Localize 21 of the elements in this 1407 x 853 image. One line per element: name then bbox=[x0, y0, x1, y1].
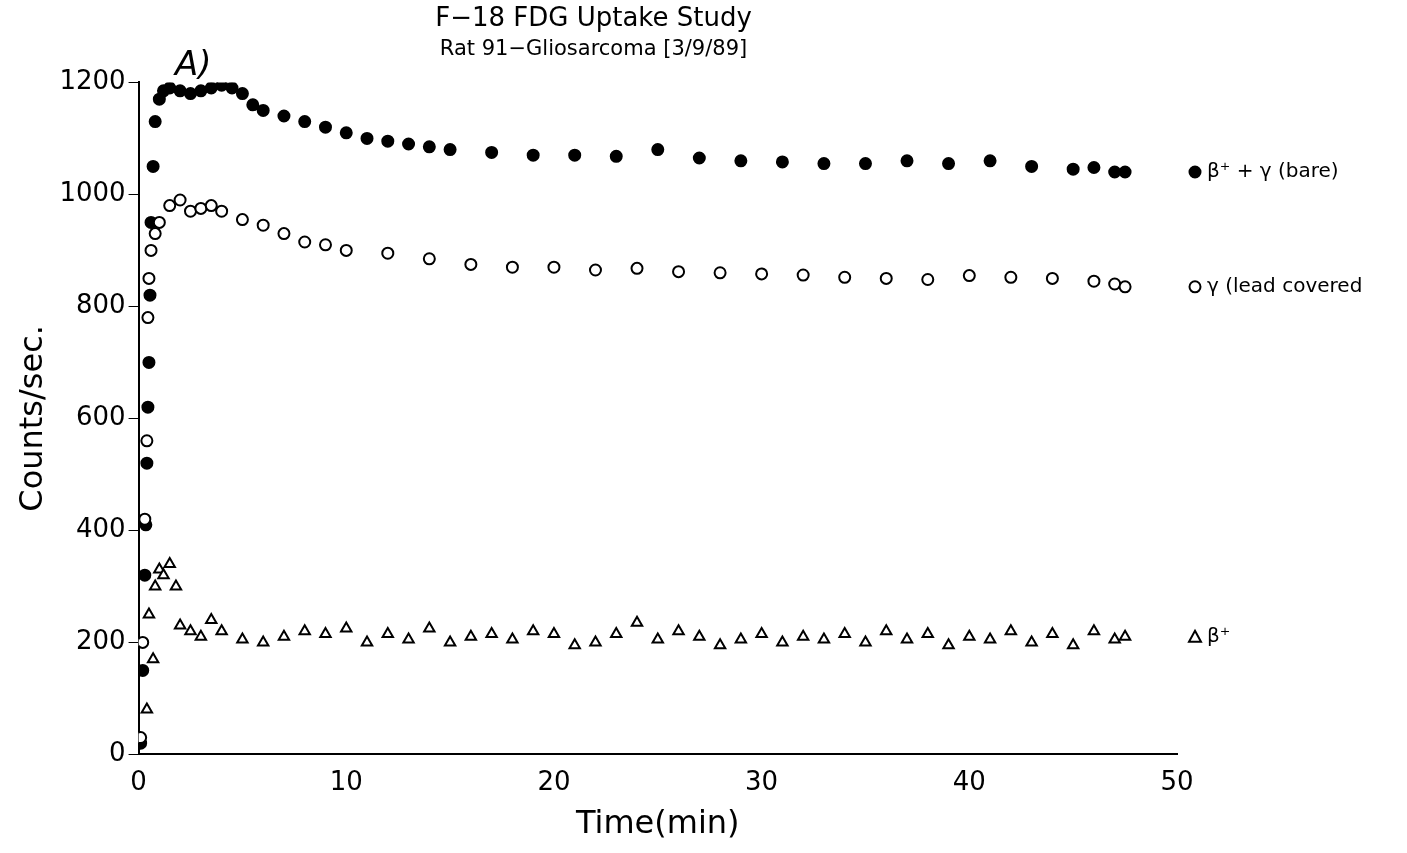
y-tick-label: 200 bbox=[75, 625, 126, 656]
x-tick-label: 40 bbox=[952, 765, 986, 796]
chart-title: F−18 FDG Uptake Study bbox=[435, 2, 752, 33]
legend-label: β⁺ bbox=[1207, 623, 1231, 647]
x-tick-label: 30 bbox=[745, 765, 779, 796]
x-axis-title: Time(min) bbox=[574, 803, 740, 842]
x-tick-label: 50 bbox=[1160, 765, 1194, 796]
x-tick-label: 20 bbox=[537, 765, 571, 796]
y-axis-title: Counts/sec. bbox=[11, 325, 50, 512]
y-tick-label: 600 bbox=[75, 401, 126, 432]
y-tick-label: 1200 bbox=[59, 65, 126, 96]
y-tick-label: 0 bbox=[109, 737, 126, 768]
x-tick-label: 10 bbox=[329, 765, 363, 796]
legend-label: γ (lead covered bbox=[1207, 273, 1363, 297]
legend-label: β⁺ + γ (bare) bbox=[1207, 158, 1339, 183]
x-tick-label: 0 bbox=[130, 765, 147, 796]
chart-subtitle: Rat 91−Gliosarcoma [3/9/89] bbox=[439, 36, 748, 61]
y-tick-label: 1000 bbox=[59, 177, 126, 208]
y-tick-label: 800 bbox=[75, 289, 126, 320]
y-tick-label: 400 bbox=[75, 513, 126, 544]
annotation: A) bbox=[173, 43, 212, 83]
